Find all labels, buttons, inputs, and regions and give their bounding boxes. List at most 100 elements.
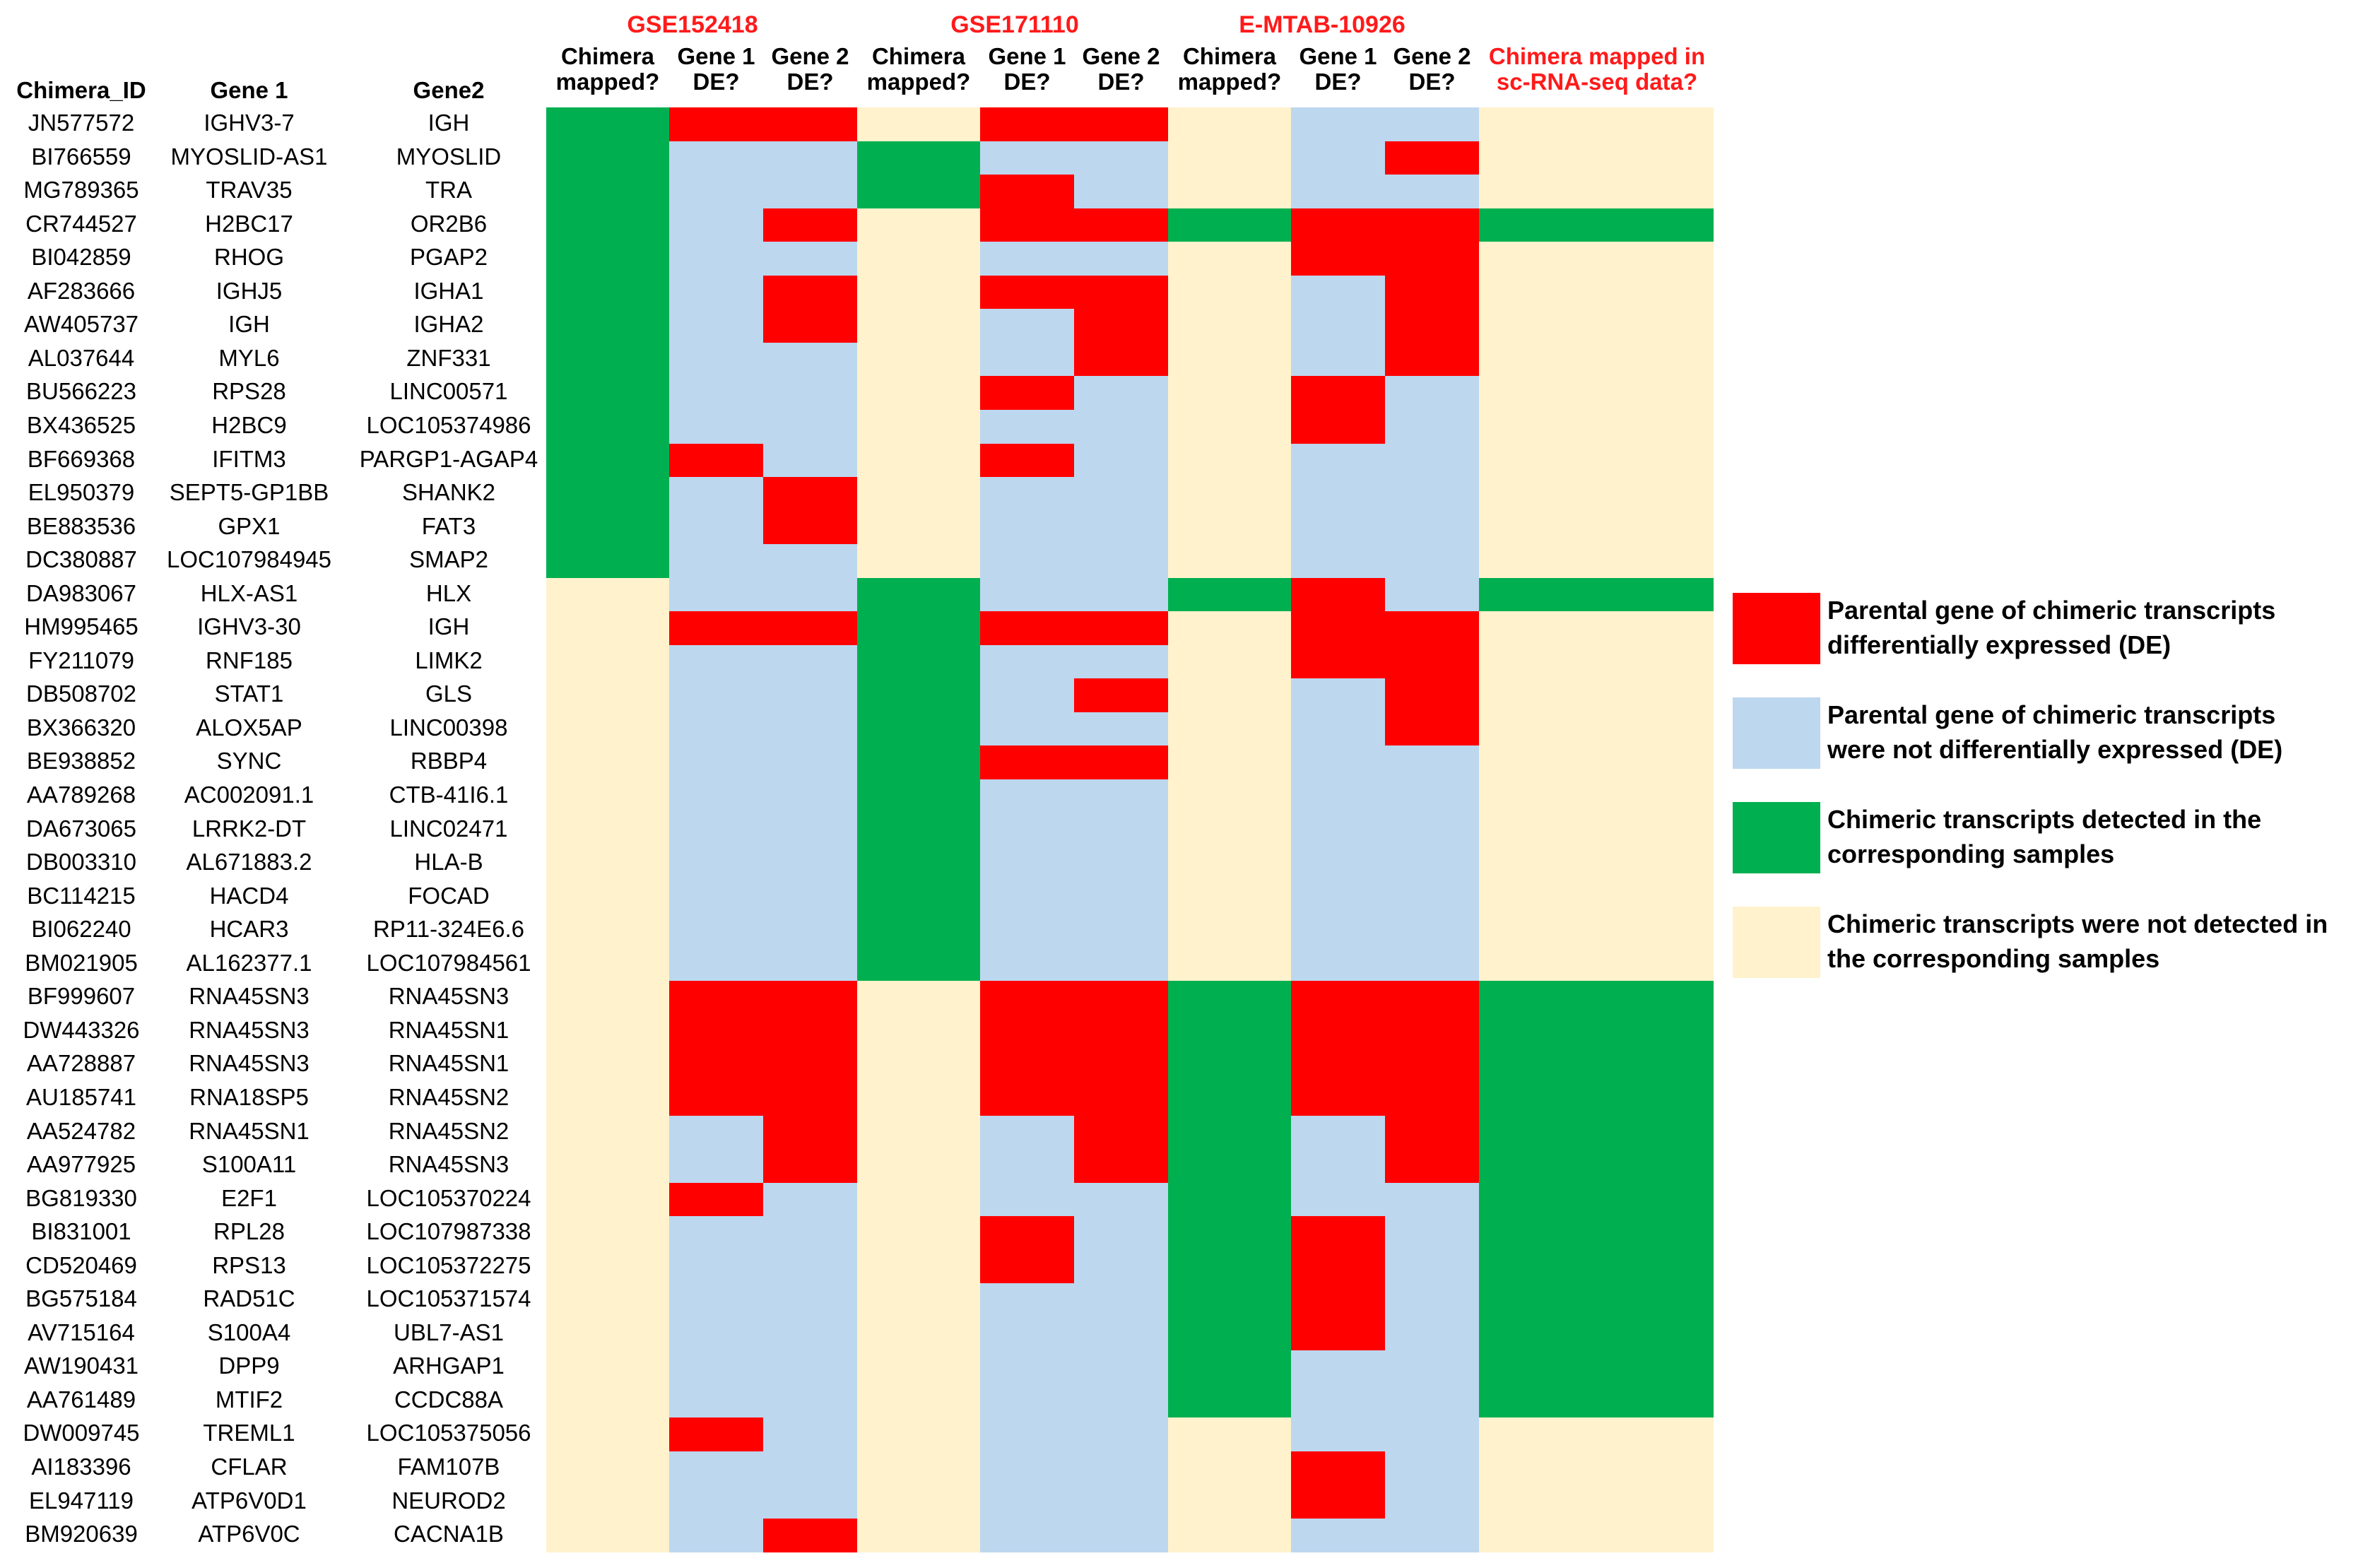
heatmap-cell-detected	[1168, 1048, 1291, 1082]
row-label-gene2: NEUROD2	[391, 1487, 506, 1514]
heatmap-cell-not-de	[1291, 1519, 1385, 1552]
header-gene2: Gene2	[413, 77, 485, 103]
row-label-chimera-id: BI042859	[31, 244, 131, 270]
heatmap-cell-not-de	[669, 813, 763, 847]
row-label-gene1: RNA45SN3	[189, 1050, 310, 1076]
heatmap-cell-not-de	[1291, 107, 1385, 141]
row-label-gene2: IGH	[428, 613, 470, 639]
heatmap-cell-de	[1074, 745, 1168, 779]
row-label-gene1: LRRK2-DT	[191, 815, 307, 842]
heatmap-cell-de	[1291, 1048, 1385, 1082]
heatmap-cell-de	[1291, 981, 1385, 1015]
heatmap-cell-de	[1074, 1082, 1168, 1116]
heatmap-cell-not-de	[1074, 948, 1168, 981]
heatmap-cell-not-de	[669, 1485, 763, 1519]
heatmap-cell-de	[980, 107, 1074, 141]
heatmap-cell-not-detected	[1168, 1485, 1291, 1519]
dataset-title-e-mtab-10926: E-MTAB-10926	[1239, 11, 1405, 38]
heatmap-cell-not-de	[669, 1149, 763, 1183]
heatmap-cell-detected	[857, 914, 980, 948]
heatmap-cell-not-detected	[1168, 410, 1291, 444]
row-label-chimera-id: AA789268	[26, 782, 136, 808]
row-label-gene2: ARHGAP1	[393, 1352, 505, 1379]
heatmap-cell-not-detected	[546, 914, 669, 948]
heatmap-cell-not-de	[1385, 175, 1479, 208]
heatmap-cell-detected	[1168, 578, 1291, 611]
row-label-gene2: GLS	[425, 680, 473, 707]
heatmap-cell-not-detected	[857, 1015, 980, 1048]
row-label-gene2: FAT3	[421, 513, 476, 539]
heatmap-cell-not-de	[1291, 1116, 1385, 1149]
heatmap-cell-not-detected	[1168, 511, 1291, 544]
row-label-chimera-id: BM920639	[25, 1521, 138, 1547]
heatmap-cell-not-de	[1074, 847, 1168, 880]
row-label-gene1: CFLAR	[211, 1454, 288, 1480]
heatmap-cell-not-detected	[857, 511, 980, 544]
heatmap-cell-not-de	[980, 880, 1074, 914]
heatmap-cell-not-de	[1291, 914, 1385, 948]
row-label-gene1: AL162377.1	[186, 950, 312, 976]
heatmap-cell-not-detected	[857, 1451, 980, 1485]
heatmap-cell-de	[1291, 242, 1385, 276]
heatmap-cell-detected	[1168, 1116, 1291, 1149]
row-label-gene2: RP11-324E6.6	[372, 916, 525, 942]
heatmap-cell-not-detected	[1479, 1451, 1714, 1485]
heatmap-cell-not-de	[669, 948, 763, 981]
heatmap-cell-not-detected	[1168, 141, 1291, 175]
row-label-gene2: SHANK2	[401, 479, 496, 505]
heatmap-cell-not-de	[669, 1451, 763, 1485]
row-label-gene2: HLA-B	[414, 849, 483, 875]
row-label-chimera-id: DC380887	[25, 546, 137, 572]
row-label-chimera-id: CR744527	[25, 211, 137, 237]
heatmap-cell-not-de	[980, 948, 1074, 981]
heatmap-cell-not-detected	[546, 813, 669, 847]
heatmap-cell-not-de	[980, 544, 1074, 578]
heatmap-cell-not-de	[1385, 578, 1479, 611]
heatmap-cell-not-de	[669, 410, 763, 444]
heatmap-cell-not-detected	[1479, 175, 1714, 208]
heatmap-cell-de	[763, 276, 857, 309]
heatmap-cell-not-de	[1385, 1317, 1479, 1350]
row-label-gene2: LINC02471	[389, 815, 508, 842]
header-chimera-id: Chimera_ID	[16, 77, 146, 103]
heatmap-cell-de	[1385, 1015, 1479, 1048]
heatmap-cell-not-de	[763, 678, 857, 712]
heatmap-cell-de	[763, 1015, 857, 1048]
heatmap-cell-de	[980, 1082, 1074, 1116]
heatmap-cell-not-detected	[857, 444, 980, 477]
row-label-chimera-id: AV715164	[28, 1319, 135, 1345]
heatmap-cell-not-detected	[1479, 611, 1714, 645]
heatmap-cell-not-de	[763, 1451, 857, 1485]
heatmap-cell-detected	[1168, 1283, 1291, 1317]
heatmap-cell-not-detected	[546, 1149, 669, 1183]
row-label-chimera-id: BE883536	[26, 513, 136, 539]
heatmap-cell-not-detected	[546, 1451, 669, 1485]
heatmap-cell-not-de	[1385, 1216, 1479, 1250]
heatmap-cell-not-detected	[857, 1485, 980, 1519]
heatmap-cell-de	[1074, 1015, 1168, 1048]
heatmap-cell-de	[763, 477, 857, 511]
heatmap-cell-de	[1385, 242, 1479, 276]
heatmap-cell-not-de	[980, 141, 1074, 175]
heatmap-cell-detected	[1168, 1082, 1291, 1116]
heatmap-cell-detected	[1479, 1317, 1714, 1350]
heatmap-cell-not-de	[1385, 745, 1479, 779]
row-label-chimera-id: AU185741	[26, 1084, 136, 1110]
row-label-gene2: TRA	[425, 177, 472, 203]
heatmap-cell-detected	[857, 175, 980, 208]
heatmap-cell-de	[980, 1048, 1074, 1082]
heatmap-cell-de	[763, 981, 857, 1015]
row-label-gene2: PARGP1-AGAP4	[359, 446, 538, 472]
heatmap-cell-detected	[857, 611, 980, 645]
heatmap-cell-detected	[546, 141, 669, 175]
row-label-gene1: SYNC	[216, 748, 282, 774]
heatmap-cell-detected	[546, 376, 669, 410]
heatmap-cell-not-de	[669, 1350, 763, 1384]
row-label-chimera-id: CD520469	[25, 1252, 137, 1278]
row-label-chimera-id: AI183396	[31, 1454, 131, 1480]
heatmap-cell-de	[669, 1048, 763, 1082]
heatmap-cell-not-de	[1291, 847, 1385, 880]
legend-swatch-de	[1733, 593, 1820, 664]
heatmap-cell-not-detected	[1168, 611, 1291, 645]
